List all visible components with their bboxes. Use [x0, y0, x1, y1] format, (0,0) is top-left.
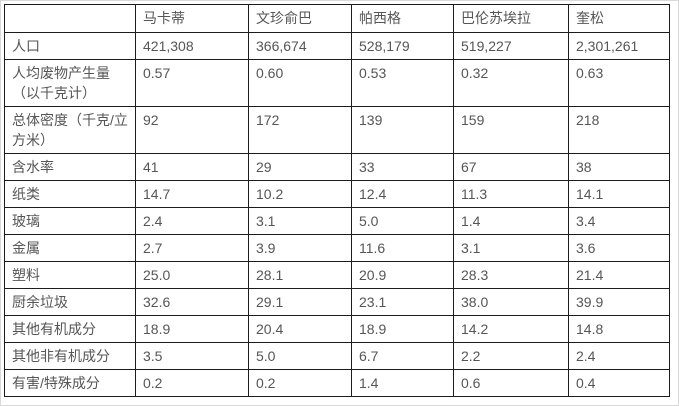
row-header: 金属 — [4, 234, 136, 262]
column-header-city: 奎松 — [568, 4, 670, 33]
table-cell: 29 — [248, 153, 352, 181]
table-cell: 159 — [453, 106, 569, 154]
row-header: 有害/特殊成分 — [4, 369, 136, 397]
row-header: 总体密度（千克/立方米） — [4, 106, 136, 154]
table-cell: 0.32 — [453, 59, 569, 107]
row-header: 其他有机成分 — [4, 315, 136, 343]
table-cell: 5.0 — [351, 207, 454, 235]
header-row: 马卡蒂 文珍俞巴 帕西格 巴伦苏埃拉 奎松 — [4, 4, 670, 33]
table-row: 有害/特殊成分 0.2 0.2 1.4 0.6 0.4 — [4, 369, 670, 397]
table-row: 塑料 25.0 28.1 20.9 28.3 21.4 — [4, 261, 670, 289]
table-cell: 0.57 — [135, 59, 249, 107]
column-header-city: 马卡蒂 — [135, 4, 249, 33]
corner-cell — [4, 4, 136, 33]
table-cell: 32.6 — [135, 288, 249, 316]
table-row: 厨余垃圾 32.6 29.1 23.1 38.0 39.9 — [4, 288, 670, 316]
table-cell: 0.53 — [351, 59, 454, 107]
table-cell: 172 — [248, 106, 352, 154]
table-row: 其他有机成分 18.9 20.4 18.9 14.2 14.8 — [4, 315, 670, 343]
table-cell: 33 — [351, 153, 454, 181]
table-cell: 10.2 — [248, 180, 352, 208]
table-cell: 5.0 — [248, 342, 352, 370]
table-cell: 18.9 — [351, 315, 454, 343]
table-cell: 67 — [453, 153, 569, 181]
table-cell: 25.0 — [135, 261, 249, 289]
table-cell: 421,308 — [135, 32, 249, 60]
row-header: 纸类 — [4, 180, 136, 208]
table-header: 马卡蒂 文珍俞巴 帕西格 巴伦苏埃拉 奎松 — [4, 4, 670, 33]
table-cell: 3.6 — [568, 234, 670, 262]
table-cell: 14.1 — [568, 180, 670, 208]
table-cell: 14.7 — [135, 180, 249, 208]
row-header: 人均废物产生量（以千克计） — [4, 59, 136, 107]
table-cell: 2,301,261 — [568, 32, 670, 60]
table-row: 含水率 41 29 33 67 38 — [4, 153, 670, 181]
table-cell: 3.1 — [453, 234, 569, 262]
table-body: 人口 421,308 366,674 528,179 519,227 2,301,261 人… — [4, 32, 670, 397]
table-cell: 2.7 — [135, 234, 249, 262]
row-header: 含水率 — [4, 153, 136, 181]
table-cell: 28.3 — [453, 261, 569, 289]
table-cell: 0.6 — [453, 369, 569, 397]
table-cell: 23.1 — [351, 288, 454, 316]
table-cell: 18.9 — [135, 315, 249, 343]
table-row: 纸类 14.7 10.2 12.4 11.3 14.1 — [4, 180, 670, 208]
table-cell: 139 — [351, 106, 454, 154]
table-cell: 0.60 — [248, 59, 352, 107]
table-row: 金属 2.7 3.9 11.6 3.1 3.6 — [4, 234, 670, 262]
table-cell: 38 — [568, 153, 670, 181]
table-row: 人均废物产生量（以千克计） 0.57 0.60 0.53 0.32 0.63 — [4, 59, 670, 107]
table-cell: 14.2 — [453, 315, 569, 343]
table-cell: 21.4 — [568, 261, 670, 289]
table-cell: 1.4 — [351, 369, 454, 397]
table-cell: 20.9 — [351, 261, 454, 289]
table-cell: 3.5 — [135, 342, 249, 370]
table-cell: 6.7 — [351, 342, 454, 370]
table-cell: 29.1 — [248, 288, 352, 316]
row-header: 塑料 — [4, 261, 136, 289]
column-header-city: 文珍俞巴 — [248, 4, 352, 33]
table-cell: 28.1 — [248, 261, 352, 289]
table-cell: 0.63 — [568, 59, 670, 107]
table-cell: 3.1 — [248, 207, 352, 235]
table-cell: 3.9 — [248, 234, 352, 262]
row-header: 玻璃 — [4, 207, 136, 235]
table-cell: 366,674 — [248, 32, 352, 60]
table-cell: 20.4 — [248, 315, 352, 343]
table-cell: 2.4 — [135, 207, 249, 235]
waste-data-table: 马卡蒂 文珍俞巴 帕西格 巴伦苏埃拉 奎松 人口 421,308 366,674 528,17… — [4, 4, 670, 397]
table-cell: 12.4 — [351, 180, 454, 208]
table-cell: 519,227 — [453, 32, 569, 60]
table-cell: 39.9 — [568, 288, 670, 316]
table-cell: 0.2 — [248, 369, 352, 397]
table-cell: 3.4 — [568, 207, 670, 235]
table-cell: 1.4 — [453, 207, 569, 235]
table-cell: 41 — [135, 153, 249, 181]
table-row: 人口 421,308 366,674 528,179 519,227 2,301,261 — [4, 32, 670, 60]
table-cell: 2.4 — [568, 342, 670, 370]
row-header: 人口 — [4, 32, 136, 60]
table-row: 总体密度（千克/立方米） 92 172 139 159 218 — [4, 106, 670, 154]
row-header: 其他非有机成分 — [4, 342, 136, 370]
table-cell: 0.2 — [135, 369, 249, 397]
table-cell: 528,179 — [351, 32, 454, 60]
table-cell: 2.2 — [453, 342, 569, 370]
table-cell: 11.3 — [453, 180, 569, 208]
table-row: 其他非有机成分 3.5 5.0 6.7 2.2 2.4 — [4, 342, 670, 370]
table-row: 玻璃 2.4 3.1 5.0 1.4 3.4 — [4, 207, 670, 235]
row-header: 厨余垃圾 — [4, 288, 136, 316]
table-cell: 92 — [135, 106, 249, 154]
column-header-city: 巴伦苏埃拉 — [453, 4, 569, 33]
table-cell: 38.0 — [453, 288, 569, 316]
table-cell: 14.8 — [568, 315, 670, 343]
column-header-city: 帕西格 — [351, 4, 454, 33]
table-cell: 218 — [568, 106, 670, 154]
table-cell: 11.6 — [351, 234, 454, 262]
table-cell: 0.4 — [568, 369, 670, 397]
